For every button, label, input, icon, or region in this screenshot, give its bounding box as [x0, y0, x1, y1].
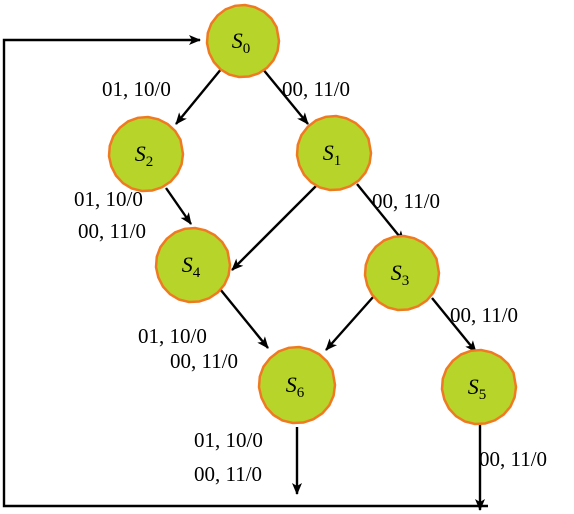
- state-s5: S5: [440, 348, 518, 426]
- svg-text:S0: S0: [232, 28, 251, 57]
- edge-s4-s6: [219, 288, 269, 349]
- state-s3: S3: [363, 234, 441, 312]
- svg-text:S2: S2: [135, 141, 154, 170]
- label-s4-s6-a: 01, 10/0: [138, 324, 207, 348]
- edge-s0-s2: [175, 67, 223, 125]
- svg-text:S6: S6: [286, 372, 305, 401]
- edge-s3-s6: [325, 295, 375, 351]
- state-s6: S6: [257, 345, 337, 425]
- label-s0-s2: 01, 10/0: [102, 77, 171, 101]
- svg-text:S5: S5: [468, 374, 487, 403]
- svg-text:S4: S4: [182, 252, 201, 281]
- label-s2-s4-b: 00, 11/0: [78, 219, 146, 243]
- state-s2: S2: [107, 115, 185, 193]
- state-s0: S0: [205, 3, 281, 79]
- label-s0-s1: 00, 11/0: [282, 77, 350, 101]
- svg-text:S3: S3: [391, 260, 410, 289]
- state-s1: S1: [295, 114, 373, 192]
- label-s4-s6-b: 00, 11/0: [170, 349, 238, 373]
- svg-text:S1: S1: [323, 140, 342, 169]
- edge-s1-s3: [356, 183, 405, 243]
- edge-s0-s1: [261, 67, 309, 125]
- feedback-loop-edge: [2, 35, 488, 508]
- edge-s3-s5: [431, 297, 477, 353]
- label-s3-s5: 00, 11/0: [450, 303, 518, 327]
- edge-s2-s4: [165, 187, 192, 225]
- edge-s1-s4: [231, 183, 319, 271]
- label-s2-s4-a: 01, 10/0: [74, 187, 143, 211]
- label-s1-s3: 00, 11/0: [372, 189, 440, 213]
- label-s6-out-b: 00, 11/0: [194, 462, 262, 486]
- label-s5-out: 00, 11/0: [479, 447, 547, 471]
- state-s4: S4: [154, 226, 232, 304]
- label-s6-out-a: 01, 10/0: [194, 428, 263, 452]
